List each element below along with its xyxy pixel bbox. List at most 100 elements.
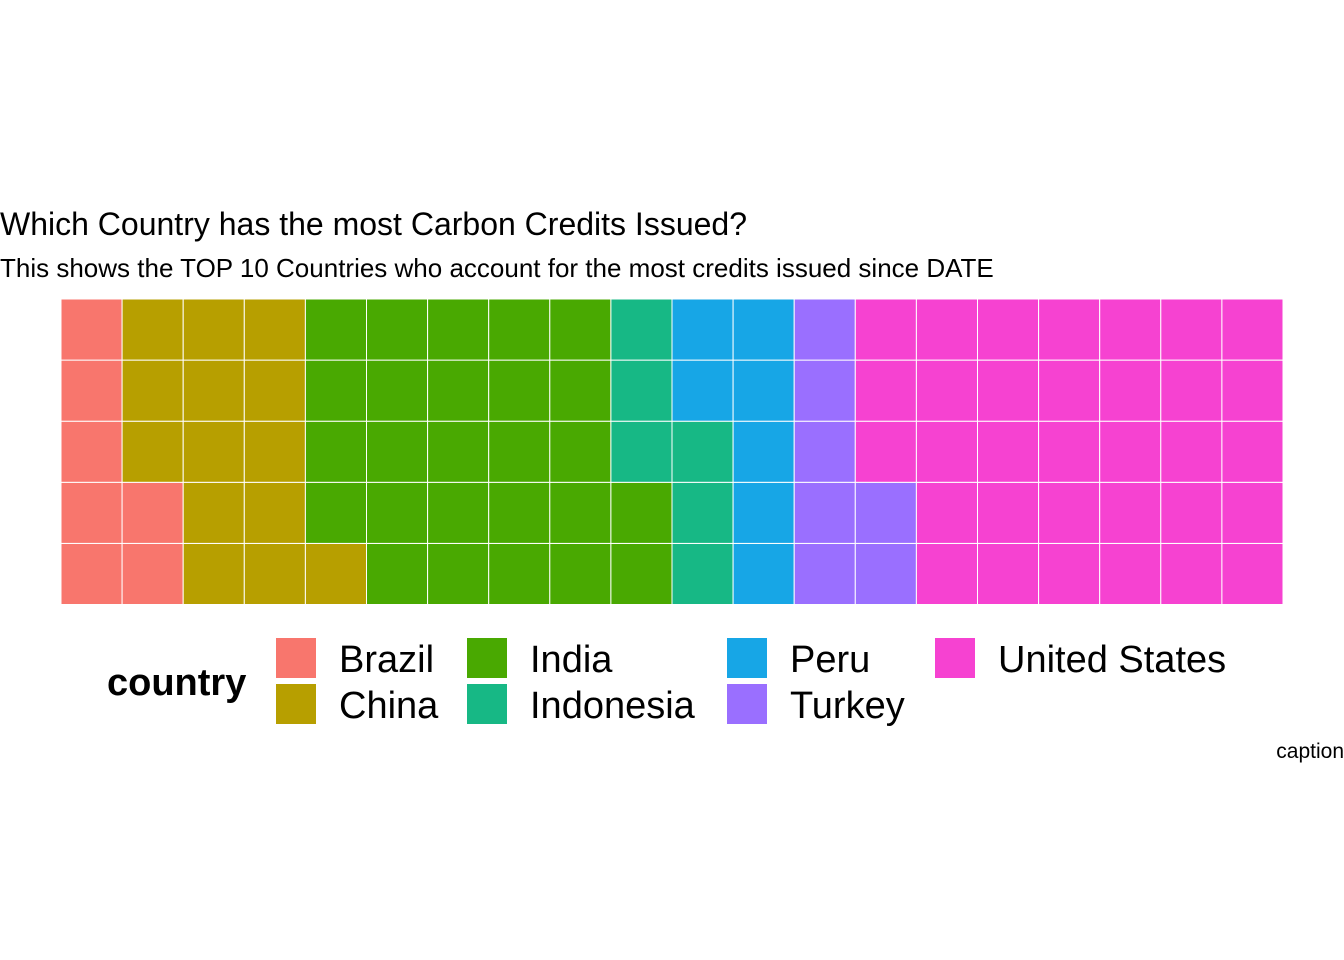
waffle-square-united-states bbox=[1099, 298, 1162, 361]
legend-label-united-states: United States bbox=[998, 639, 1226, 681]
waffle-square-united-states bbox=[1221, 542, 1284, 606]
waffle-square-united-states bbox=[1160, 481, 1223, 544]
waffle-square-indonesia bbox=[671, 542, 734, 606]
legend-key-brazil bbox=[276, 638, 316, 678]
waffle-square-united-states bbox=[915, 420, 979, 483]
waffle-square-turkey bbox=[793, 359, 856, 422]
waffle-square-united-states bbox=[854, 359, 917, 422]
legend-label-china: China bbox=[339, 685, 439, 727]
waffle-square-united-states bbox=[915, 359, 979, 422]
waffle-square-india bbox=[549, 359, 612, 422]
waffle-square-peru bbox=[732, 420, 795, 483]
waffle-square-china bbox=[121, 359, 184, 422]
waffle-square-china bbox=[243, 542, 306, 606]
waffle-square-india bbox=[610, 542, 673, 606]
waffle-square-brazil bbox=[60, 481, 123, 544]
waffle-square-brazil bbox=[60, 298, 123, 361]
waffle-square-peru bbox=[732, 298, 795, 361]
waffle-square-united-states bbox=[1160, 359, 1223, 422]
waffle-square-china bbox=[182, 298, 245, 361]
waffle-square-united-states bbox=[977, 420, 1040, 483]
waffle-square-united-states bbox=[854, 298, 917, 361]
legend-title: country bbox=[107, 662, 246, 704]
waffle-square-india bbox=[488, 298, 551, 361]
legend-key-turkey bbox=[727, 684, 767, 724]
waffle-square-india bbox=[488, 481, 551, 544]
waffle-square-china bbox=[243, 298, 306, 361]
waffle-square-united-states bbox=[1221, 481, 1284, 544]
waffle-square-india bbox=[366, 359, 429, 422]
waffle-square-united-states bbox=[1038, 420, 1101, 483]
waffle-square-india bbox=[488, 542, 551, 606]
waffle-square-china bbox=[304, 542, 367, 606]
waffle-square-peru bbox=[671, 359, 734, 422]
waffle-square-india bbox=[549, 420, 612, 483]
waffle-square-china bbox=[182, 420, 245, 483]
waffle-square-united-states bbox=[915, 298, 979, 361]
waffle-square-peru bbox=[732, 481, 795, 544]
waffle-square-united-states bbox=[1038, 542, 1101, 606]
waffle-square-india bbox=[488, 420, 551, 483]
waffle-square-india bbox=[427, 298, 490, 361]
waffle-square-china bbox=[243, 481, 306, 544]
chart-subtitle: This shows the TOP 10 Countries who acco… bbox=[0, 253, 994, 283]
waffle-square-united-states bbox=[1221, 359, 1284, 422]
chart-title: Which Country has the most Carbon Credit… bbox=[0, 206, 747, 242]
legend-label-brazil: Brazil bbox=[339, 639, 434, 681]
waffle-square-united-states bbox=[1221, 420, 1284, 483]
waffle-square-brazil bbox=[60, 542, 123, 606]
waffle-square-indonesia bbox=[610, 359, 673, 422]
legend-key-indonesia bbox=[467, 684, 507, 724]
waffle-square-indonesia bbox=[671, 481, 734, 544]
waffle-square-turkey bbox=[793, 481, 856, 544]
waffle-square-united-states bbox=[1038, 481, 1101, 544]
legend-label-india: India bbox=[530, 639, 613, 681]
waffle-square-indonesia bbox=[671, 420, 734, 483]
waffle-square-united-states bbox=[977, 298, 1040, 361]
waffle-square-india bbox=[366, 481, 429, 544]
legend-label-peru: Peru bbox=[790, 639, 870, 681]
legend-label-turkey: Turkey bbox=[790, 685, 905, 727]
waffle-square-india bbox=[610, 481, 673, 544]
waffle-square-brazil bbox=[60, 420, 123, 483]
waffle-square-india bbox=[549, 298, 612, 361]
waffle-square-united-states bbox=[1099, 420, 1162, 483]
waffle-grid bbox=[60, 298, 1284, 606]
waffle-square-indonesia bbox=[610, 298, 673, 361]
waffle-square-united-states bbox=[1038, 359, 1101, 422]
waffle-square-turkey bbox=[854, 542, 917, 606]
waffle-square-india bbox=[549, 542, 612, 606]
waffle-square-india bbox=[304, 359, 367, 422]
waffle-square-united-states bbox=[977, 481, 1040, 544]
waffle-square-india bbox=[304, 298, 367, 361]
waffle-square-united-states bbox=[977, 359, 1040, 422]
legend-label-indonesia: Indonesia bbox=[530, 685, 696, 727]
waffle-square-india bbox=[366, 542, 429, 606]
legend-key-united-states bbox=[935, 638, 975, 678]
waffle-square-brazil bbox=[60, 359, 123, 422]
waffle-square-india bbox=[366, 298, 429, 361]
waffle-square-china bbox=[243, 420, 306, 483]
waffle-square-indonesia bbox=[610, 420, 673, 483]
waffle-square-china bbox=[182, 481, 245, 544]
waffle-square-united-states bbox=[977, 542, 1040, 606]
waffle-square-brazil bbox=[121, 542, 184, 606]
waffle-square-china bbox=[121, 420, 184, 483]
waffle-square-india bbox=[304, 481, 367, 544]
waffle-square-united-states bbox=[854, 420, 917, 483]
waffle-square-china bbox=[182, 542, 245, 606]
waffle-square-turkey bbox=[793, 298, 856, 361]
waffle-square-india bbox=[427, 420, 490, 483]
waffle-square-india bbox=[366, 420, 429, 483]
waffle-square-united-states bbox=[1099, 359, 1162, 422]
waffle-square-turkey bbox=[793, 420, 856, 483]
waffle-square-united-states bbox=[915, 481, 979, 544]
waffle-square-china bbox=[243, 359, 306, 422]
waffle-square-united-states bbox=[1038, 298, 1101, 361]
waffle-square-united-states bbox=[1160, 420, 1223, 483]
legend-key-peru bbox=[727, 638, 767, 678]
waffle-square-india bbox=[427, 542, 490, 606]
waffle-square-india bbox=[427, 359, 490, 422]
